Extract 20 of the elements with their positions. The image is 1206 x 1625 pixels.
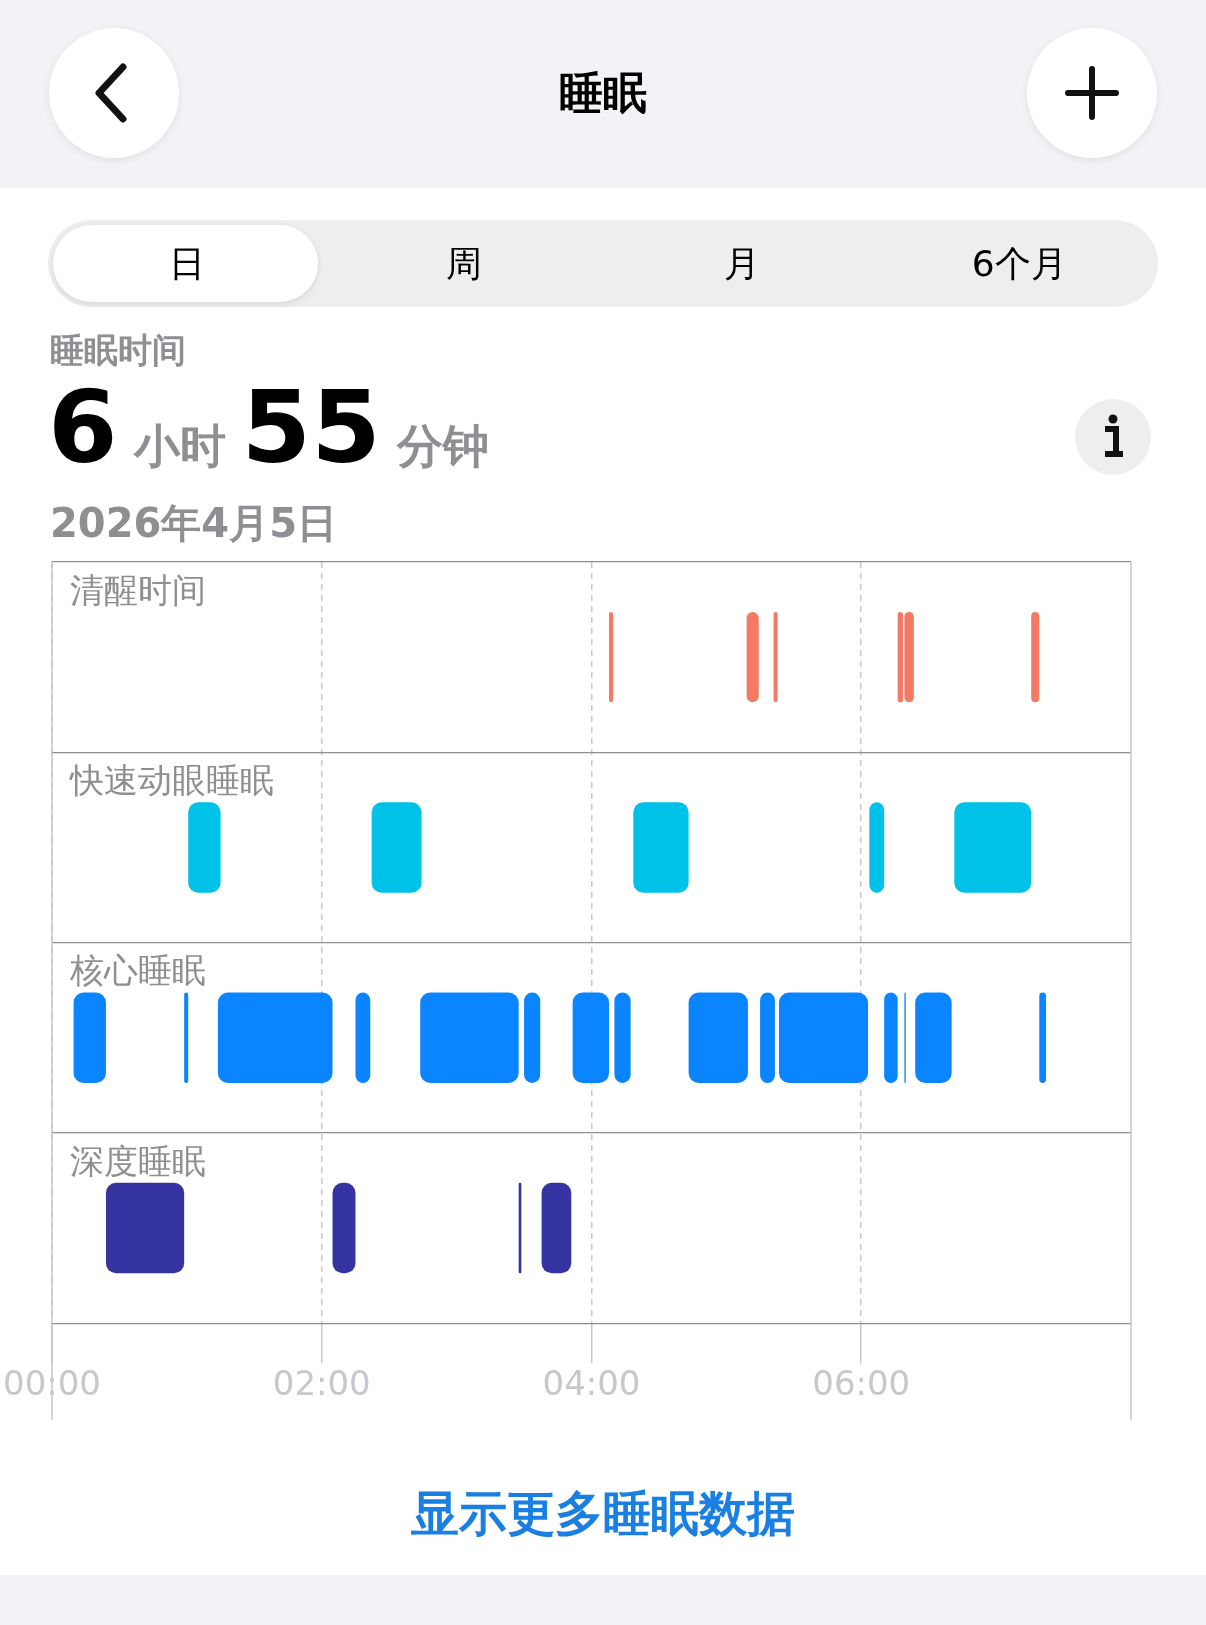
text: 分钟 <box>396 419 489 473</box>
text: 6个月 <box>970 242 1068 286</box>
chart-title: 睡眠 <box>558 66 648 120</box>
text: 睡眠时间 <box>50 329 186 372</box>
text: 小时 <box>133 419 226 473</box>
y-tick-label: 快速动眼睡眠 <box>68 760 274 801</box>
x-tick-label: 04:00 <box>542 1363 641 1404</box>
y-tick-label: 清醒时间 <box>69 569 206 610</box>
x-tick-label: 06:00 <box>812 1363 911 1404</box>
text: 周 <box>445 242 484 286</box>
text: 显示更多睡眠数据 <box>410 1484 796 1543</box>
text: 2026年4月5日 <box>50 499 337 548</box>
text: 日 <box>167 242 206 286</box>
y-tick-label: 核心睡眠 <box>68 950 206 991</box>
text: 55 <box>241 369 381 486</box>
x-tick-label: 02:00 <box>272 1363 371 1404</box>
x-tick-label: 00:00 <box>3 1363 101 1404</box>
text: 6 <box>48 369 118 486</box>
text: 月 <box>722 242 761 286</box>
y-tick-label: 深度睡眠 <box>69 1140 206 1181</box>
